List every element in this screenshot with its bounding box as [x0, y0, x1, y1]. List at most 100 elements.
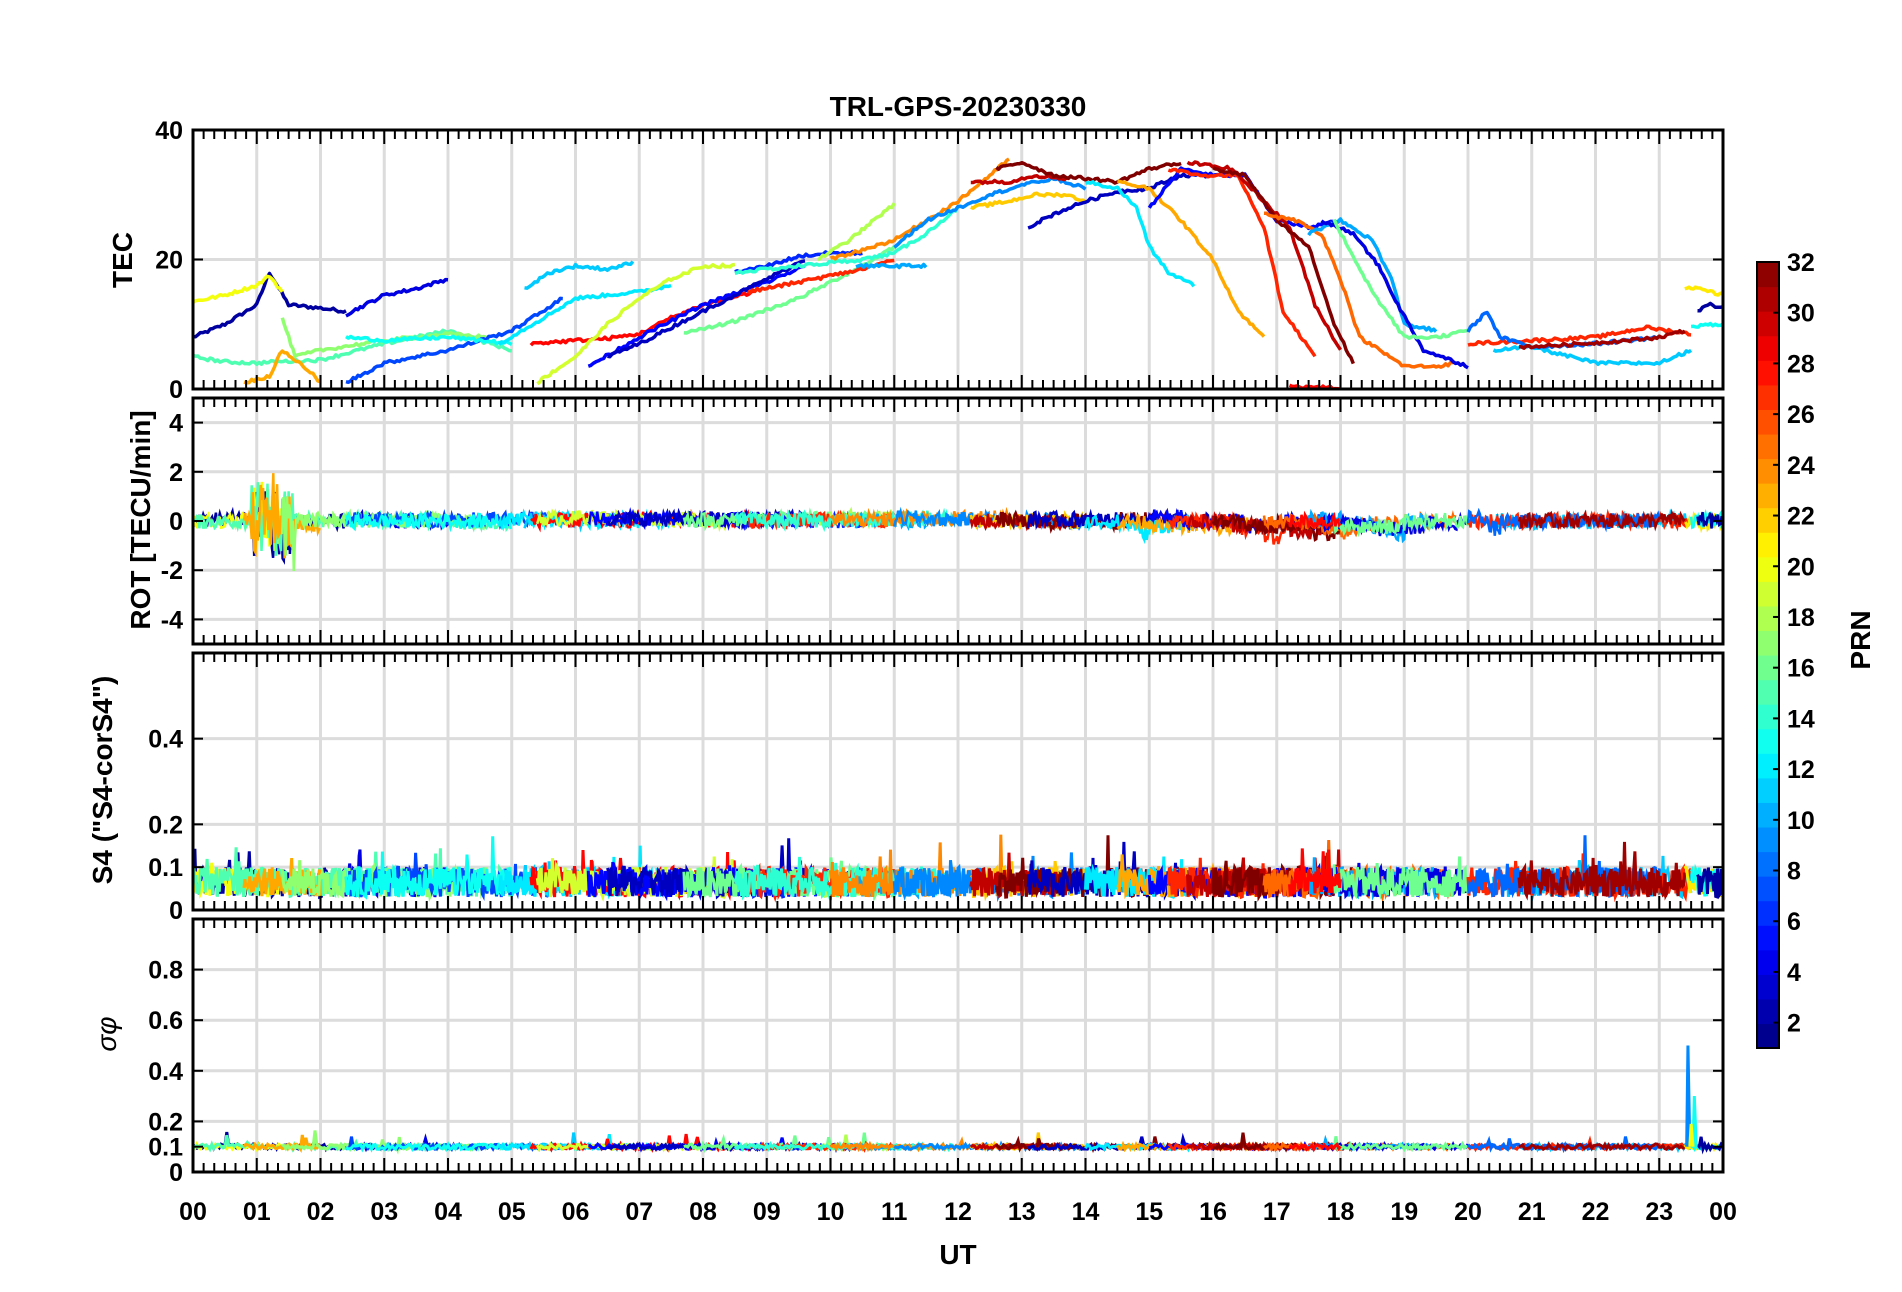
x-tick-label: 18: [1327, 1198, 1355, 1226]
colorbar-tick-label: 6: [1787, 908, 1801, 936]
rot-series-prn-32: [1211, 512, 1355, 542]
x-tick-label: 19: [1390, 1198, 1418, 1226]
sigma-ytick-label: 0: [169, 1159, 183, 1187]
tec-series-prn-12: [1085, 180, 1196, 288]
s4-ylabel: S4 ("S4-corS4"): [87, 676, 118, 885]
tec-series-prn-18: [816, 202, 896, 262]
s4-series-prn-31: [1517, 841, 1687, 901]
s4-series-prn-30: [969, 852, 1068, 899]
chart-title: TRL-GPS-20230330: [830, 91, 1087, 122]
s4-ytick-label: 0: [169, 897, 183, 925]
tec-series-prn-5: [587, 264, 806, 368]
tec-series-prn-10: [855, 262, 928, 270]
tec-series-prn-2: [1697, 301, 1723, 313]
colorbar-band: [1757, 384, 1779, 410]
x-tick-label: 21: [1518, 1198, 1546, 1226]
colorbar-tick-label: 8: [1787, 858, 1801, 886]
colorbar-tick-label: 12: [1787, 756, 1815, 784]
colorbar-band: [1757, 262, 1779, 288]
sigma-spike-prn-13: [1691, 1096, 1698, 1147]
x-tick-label: 06: [562, 1198, 590, 1226]
sigma-panel: 00.10.2 0.4 0.6 0.8 σφ: [91, 917, 1725, 1187]
colorbar-band: [1757, 581, 1779, 607]
s4-series-prn-16: [1332, 856, 1470, 900]
sigma-ylabel: σφ: [91, 1016, 122, 1051]
s4-series-prn-4: [1319, 856, 1470, 901]
tec-series-prn-16: [1332, 218, 1469, 340]
x-tick-label: 05: [498, 1198, 526, 1226]
tec-series-prn-7: [345, 296, 563, 385]
sigma-series-prn-2: [1696, 1136, 1723, 1155]
rot-series-prn-28: [1288, 510, 1342, 530]
colorbar-band: [1757, 458, 1779, 484]
tec-series-prn-30: [970, 173, 1068, 186]
sigma-ytick-label: 0.1: [148, 1134, 183, 1162]
rot-ylabel: ROT [TECU/min]: [125, 410, 156, 629]
tec-series-prn-2: [193, 271, 347, 339]
colorbar-band: [1757, 679, 1779, 705]
tec-series-prn-12: [497, 283, 672, 346]
sigma-ytick-label: 0.8: [148, 957, 183, 985]
colorbar-band: [1757, 974, 1779, 1000]
s4-ytick-label: 0.1: [148, 854, 183, 882]
colorbar-band: [1757, 802, 1779, 828]
colorbar-tick-label: 14: [1787, 705, 1815, 733]
colorbar-band: [1757, 655, 1779, 681]
colorbar-band: [1757, 998, 1779, 1025]
colorbar-band: [1757, 728, 1779, 754]
rot-series-prn-16: [1332, 510, 1470, 538]
colorbar-tick-label: 26: [1787, 401, 1815, 429]
colorbar-tick-label: 2: [1787, 1010, 1801, 1038]
x-axis-label: UT: [939, 1239, 976, 1270]
tec-series-prn-31: [1518, 328, 1686, 350]
s4-panel: 0 0.1 0.2 0.4 S4 ("S4-corS4"): [87, 651, 1725, 925]
tec-series-prn-25: [1263, 211, 1456, 369]
tec-ylabel: TEC: [107, 232, 138, 288]
x-tick-label: 04: [434, 1198, 462, 1226]
rot-frame: [191, 396, 1725, 646]
tec-series-prn-27: [1467, 324, 1692, 347]
sigma-ytick-label: 0.4: [148, 1058, 183, 1086]
colorbar-tick-label: 4: [1787, 959, 1801, 987]
sigma-series-prn-13: [345, 1141, 513, 1153]
colorbar-band: [1757, 851, 1779, 877]
colorbar-band: [1757, 753, 1779, 779]
colorbar-band: [1757, 777, 1779, 803]
tec-series-prn-4: [1320, 219, 1469, 370]
x-tick-label: 01: [243, 1198, 271, 1226]
x-tick-label: 14: [1072, 1198, 1100, 1226]
s4-frame: [191, 651, 1725, 912]
tec-series-prn-23: [1117, 179, 1266, 338]
colorbar-band: [1757, 704, 1779, 730]
x-tick-label: 08: [689, 1198, 717, 1226]
rot-ytick-label: 4: [169, 410, 183, 438]
colorbar-tick-label: 30: [1787, 300, 1815, 328]
tec-panel: 0 20 40 TEC: [107, 117, 1725, 404]
tec-series-prn-32: [1212, 166, 1355, 365]
tec-series-prn-21: [1684, 285, 1723, 297]
rot-series-prn-31: [1517, 508, 1686, 532]
x-tick-label: 02: [307, 1198, 335, 1226]
colorbar-tick-label: 18: [1787, 604, 1815, 632]
colorbar-band: [1757, 507, 1779, 533]
x-tick-label: 22: [1582, 1198, 1610, 1226]
tec-series-prn-32: [995, 160, 1182, 185]
colorbar-band: [1757, 949, 1779, 975]
colorbar-tick-label: 22: [1787, 503, 1815, 531]
colorbar-band: [1757, 360, 1779, 386]
x-tick-label: 16: [1199, 1198, 1227, 1226]
colorbar-band: [1757, 433, 1779, 460]
x-axis-ticks: 00 01 02 03 04 05 06 07 08 09 10 11 12 13 14 15 16 17 18 19…: [179, 1198, 1737, 1226]
colorbar-band: [1757, 630, 1779, 656]
x-tick-label: 07: [625, 1198, 653, 1226]
colorbar-band: [1757, 286, 1779, 312]
x-tick-label: 23: [1645, 1198, 1673, 1226]
x-tick-label: 10: [817, 1198, 845, 1226]
tec-ytick-label: 20: [155, 247, 183, 275]
rot-ytick-label: 2: [169, 459, 183, 487]
tec-series-prn-4: [345, 277, 449, 318]
tec-series-prn-27: [1167, 167, 1317, 358]
x-tick-label: 11: [881, 1198, 908, 1226]
colorbar-band: [1757, 483, 1779, 509]
